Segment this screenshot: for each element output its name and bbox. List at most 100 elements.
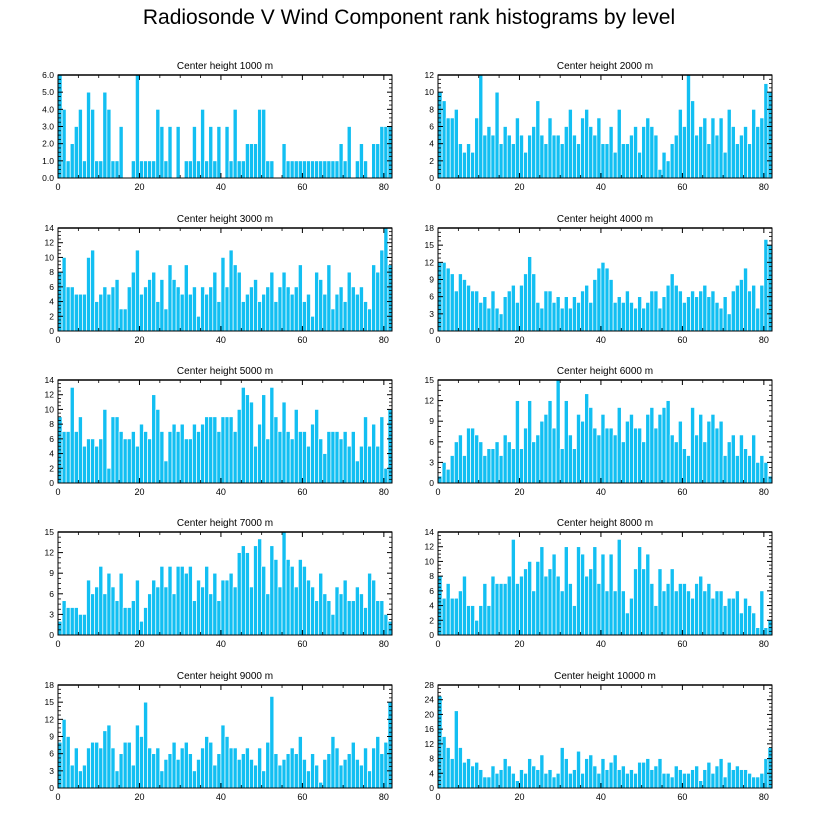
bar bbox=[763, 83, 769, 179]
ytick-label: 0 bbox=[49, 783, 54, 793]
bar bbox=[519, 769, 524, 789]
bar bbox=[94, 741, 100, 789]
bar bbox=[187, 293, 193, 332]
bar bbox=[767, 747, 773, 789]
bar bbox=[289, 438, 295, 484]
bar bbox=[167, 126, 173, 179]
bar bbox=[90, 593, 96, 636]
bar bbox=[94, 160, 100, 179]
bar bbox=[306, 579, 311, 636]
bar bbox=[350, 431, 356, 484]
bar bbox=[490, 765, 496, 789]
bar bbox=[135, 74, 140, 179]
bar bbox=[204, 736, 210, 789]
bar bbox=[739, 612, 744, 636]
xtick-label: 80 bbox=[759, 182, 769, 192]
bar bbox=[490, 134, 496, 179]
bar bbox=[510, 772, 516, 789]
bar bbox=[65, 431, 71, 484]
bar bbox=[159, 279, 165, 332]
bar bbox=[322, 160, 328, 179]
bar bbox=[192, 423, 197, 484]
bar bbox=[494, 772, 500, 789]
bar bbox=[204, 293, 210, 332]
bar bbox=[126, 741, 132, 789]
bar bbox=[523, 427, 528, 484]
bar bbox=[743, 126, 748, 179]
bar bbox=[523, 772, 528, 789]
bar bbox=[767, 475, 773, 484]
bar bbox=[98, 747, 104, 789]
bar bbox=[629, 769, 634, 789]
bar bbox=[346, 445, 352, 484]
bar bbox=[110, 160, 116, 179]
bar bbox=[551, 134, 557, 179]
bar bbox=[228, 747, 234, 789]
bar bbox=[763, 239, 769, 332]
bar bbox=[665, 400, 671, 484]
bar bbox=[494, 91, 500, 179]
bar bbox=[187, 160, 193, 179]
bar bbox=[547, 568, 553, 636]
bar bbox=[673, 134, 679, 179]
bar bbox=[702, 284, 708, 332]
bar bbox=[371, 423, 377, 484]
panel-title: Center height 10000 m bbox=[554, 671, 656, 682]
bar bbox=[326, 264, 332, 332]
bar bbox=[470, 765, 476, 789]
bar bbox=[310, 160, 315, 179]
xtick-label: 40 bbox=[216, 487, 226, 497]
bar bbox=[143, 160, 148, 179]
bar bbox=[306, 160, 311, 179]
bar bbox=[73, 747, 79, 789]
bar bbox=[257, 747, 263, 789]
bar bbox=[677, 583, 683, 636]
bar bbox=[510, 143, 516, 179]
bar bbox=[253, 279, 258, 332]
bar bbox=[228, 416, 234, 484]
bar bbox=[535, 302, 541, 332]
bar bbox=[462, 575, 467, 636]
bar bbox=[482, 583, 488, 636]
bar bbox=[334, 293, 340, 332]
bar bbox=[653, 427, 659, 484]
bar bbox=[531, 765, 537, 789]
bars bbox=[57, 74, 393, 179]
bar bbox=[98, 293, 104, 332]
bar bbox=[261, 565, 267, 636]
bar bbox=[645, 117, 651, 179]
bar bbox=[612, 590, 618, 636]
bar bbox=[592, 279, 598, 332]
bar bbox=[135, 724, 140, 789]
bar bbox=[159, 565, 165, 636]
ytick-label: 4 bbox=[429, 601, 434, 611]
bar bbox=[531, 126, 537, 179]
bar bbox=[714, 302, 720, 332]
bar bbox=[245, 552, 250, 636]
ytick-label: 28 bbox=[425, 680, 435, 690]
bar bbox=[338, 286, 344, 332]
bar bbox=[82, 614, 87, 636]
bar bbox=[604, 427, 610, 484]
bar bbox=[135, 445, 140, 484]
bar bbox=[200, 586, 205, 636]
bar bbox=[698, 290, 704, 332]
xtick-label: 60 bbox=[677, 335, 687, 345]
xtick-label: 60 bbox=[677, 487, 687, 497]
bar bbox=[657, 413, 663, 484]
bar bbox=[322, 453, 328, 484]
bar bbox=[547, 117, 553, 179]
bar bbox=[563, 296, 569, 332]
bar bbox=[519, 284, 524, 332]
bar bbox=[665, 284, 671, 332]
xtick-label: 20 bbox=[134, 335, 144, 345]
bar bbox=[240, 301, 246, 332]
bar bbox=[69, 607, 75, 636]
bar bbox=[470, 605, 476, 636]
ytick-label: 6 bbox=[429, 437, 434, 447]
bar bbox=[232, 586, 238, 636]
bar bbox=[375, 445, 381, 484]
bar bbox=[498, 313, 504, 332]
bar bbox=[608, 553, 614, 636]
bar bbox=[555, 379, 561, 484]
